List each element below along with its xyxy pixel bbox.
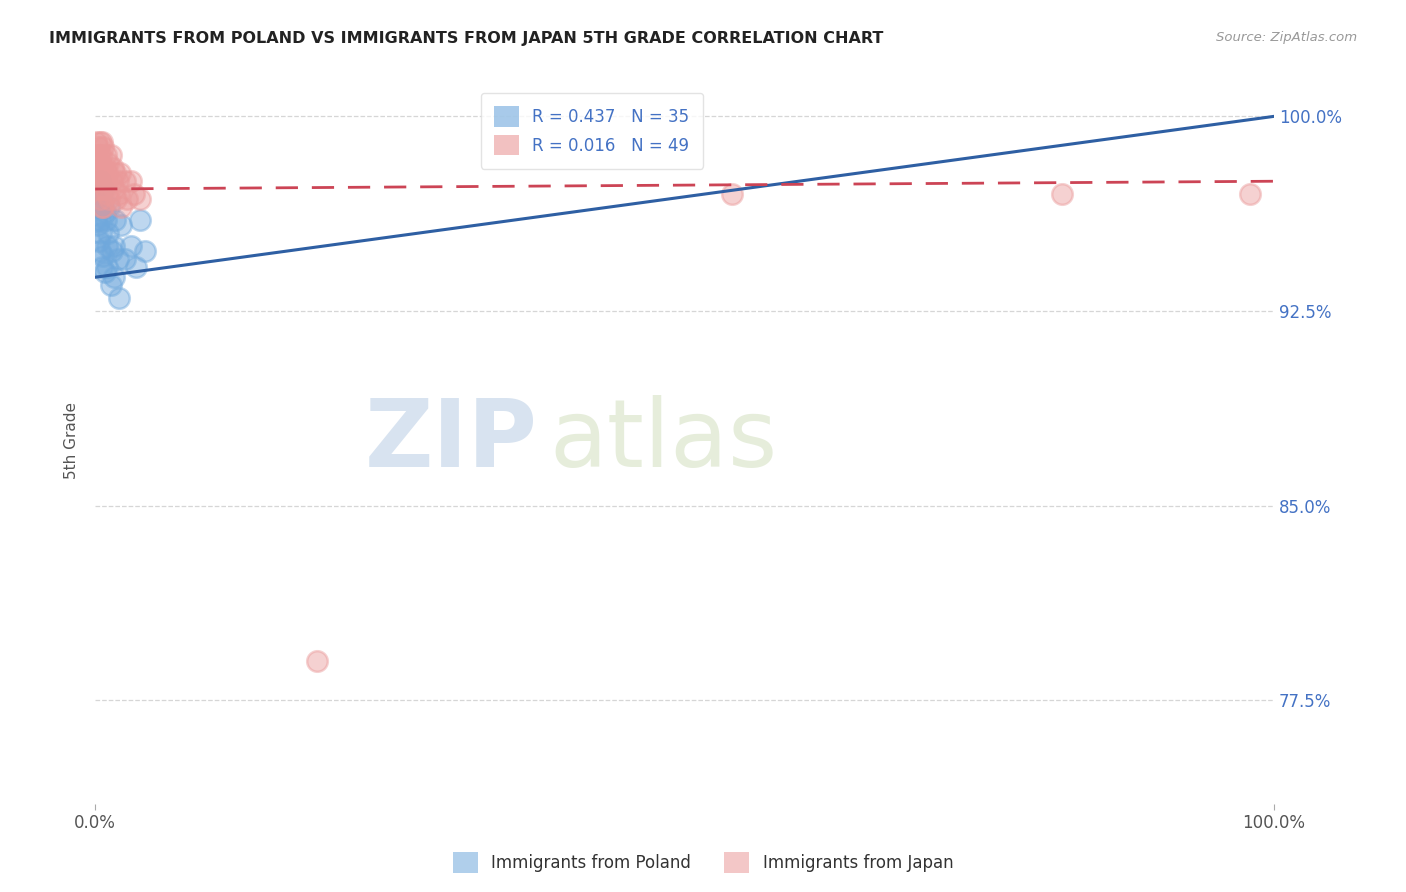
Point — [86, 136, 108, 150]
Point — [125, 260, 148, 274]
Point — [107, 174, 129, 188]
Point — [90, 226, 112, 240]
Point — [87, 234, 110, 248]
Point — [96, 166, 118, 180]
Y-axis label: 5th Grade: 5th Grade — [65, 402, 79, 479]
Point — [110, 200, 132, 214]
Point — [305, 654, 328, 668]
Point — [96, 260, 118, 274]
Point — [89, 213, 111, 227]
Point — [115, 193, 138, 207]
Point — [87, 148, 110, 162]
Point — [107, 252, 129, 266]
Point — [94, 213, 117, 227]
Point — [100, 244, 122, 259]
Point — [89, 193, 111, 207]
Point — [114, 174, 136, 188]
Point — [96, 187, 118, 202]
Point — [86, 193, 108, 207]
Point — [98, 193, 121, 207]
Point — [93, 200, 115, 214]
Point — [104, 213, 127, 227]
Point — [86, 213, 108, 227]
Point — [91, 136, 114, 150]
Point — [93, 161, 115, 176]
Point — [93, 250, 115, 264]
Point — [1239, 187, 1261, 202]
Point — [93, 205, 115, 219]
Point — [86, 148, 108, 162]
Point — [97, 226, 120, 240]
Point — [87, 182, 110, 196]
Point — [90, 174, 112, 188]
Point — [104, 166, 127, 180]
Point — [107, 291, 129, 305]
Point — [100, 278, 122, 293]
Point — [129, 213, 152, 227]
Point — [89, 174, 111, 188]
Point — [107, 187, 129, 202]
Point — [134, 244, 156, 259]
Point — [91, 161, 114, 176]
Point — [97, 156, 120, 170]
Point — [103, 270, 125, 285]
Point — [86, 174, 108, 188]
Legend: R = 0.437   N = 35, R = 0.016   N = 49: R = 0.437 N = 35, R = 0.016 N = 49 — [481, 93, 703, 169]
Point — [114, 252, 136, 266]
Text: Source: ZipAtlas.com: Source: ZipAtlas.com — [1216, 31, 1357, 45]
Text: ZIP: ZIP — [364, 395, 537, 487]
Point — [91, 260, 114, 274]
Point — [100, 174, 122, 188]
Point — [94, 174, 117, 188]
Point — [91, 200, 114, 214]
Point — [94, 148, 117, 162]
Point — [91, 182, 114, 196]
Point — [93, 265, 115, 279]
Point — [86, 219, 108, 233]
Point — [120, 239, 142, 253]
Point — [86, 140, 108, 154]
Point — [87, 187, 110, 202]
Point — [90, 166, 112, 180]
Text: atlas: atlas — [548, 395, 778, 487]
Point — [122, 187, 145, 202]
Text: IMMIGRANTS FROM POLAND VS IMMIGRANTS FROM JAPAN 5TH GRADE CORRELATION CHART: IMMIGRANTS FROM POLAND VS IMMIGRANTS FRO… — [49, 31, 883, 46]
Point — [86, 200, 108, 214]
Point — [93, 140, 115, 154]
Point — [108, 166, 131, 180]
Point — [93, 166, 115, 180]
Point — [86, 166, 108, 180]
Point — [93, 182, 115, 196]
Point — [105, 193, 128, 207]
Point — [110, 219, 132, 233]
Point — [96, 239, 118, 253]
Point — [120, 174, 142, 188]
Point — [101, 161, 124, 176]
Point — [89, 244, 111, 259]
Point — [90, 148, 112, 162]
Point — [103, 239, 125, 253]
Legend: Immigrants from Poland, Immigrants from Japan: Immigrants from Poland, Immigrants from … — [446, 846, 960, 880]
Point — [86, 161, 108, 176]
Point — [1050, 187, 1073, 202]
Point — [93, 182, 115, 196]
Point — [89, 156, 111, 170]
Point — [100, 148, 122, 162]
Point — [98, 200, 121, 214]
Point — [129, 193, 152, 207]
Point — [103, 182, 125, 196]
Point — [720, 187, 742, 202]
Point — [91, 200, 114, 214]
Point — [87, 166, 110, 180]
Point — [90, 187, 112, 202]
Point — [89, 136, 111, 150]
